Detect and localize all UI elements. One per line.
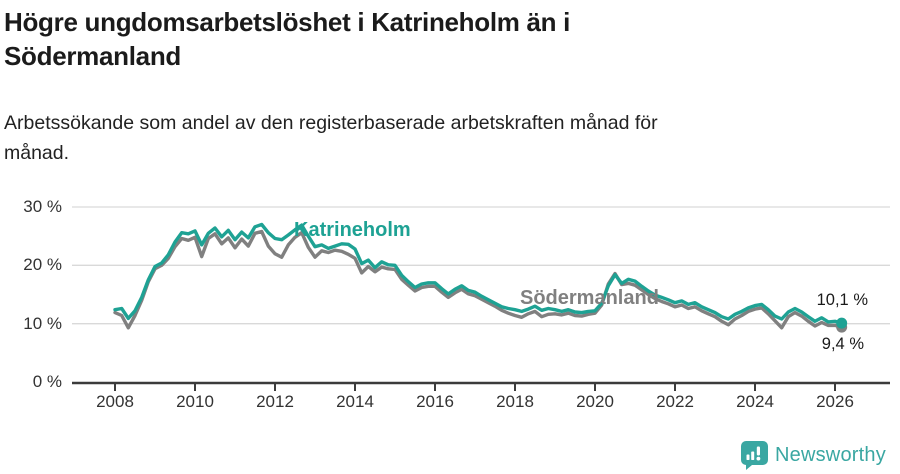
chart-title: Högre ungdomsarbetslöshet i Katrineholm … — [4, 7, 571, 71]
y-axis-label-20: 20 % — [23, 255, 62, 275]
x-axis-label-2024: 2024 — [736, 392, 774, 411]
x-axis-label-2012: 2012 — [256, 392, 294, 411]
chart-subtitle: Arbetssökande som andel av den registerb… — [4, 112, 658, 164]
x-axis-label-2016: 2016 — [416, 392, 454, 411]
y-axis-label-30: 30 % — [23, 197, 62, 216]
series-label-sodermanland: Södermanland — [520, 287, 659, 309]
y-axis-label-10: 10 % — [23, 313, 62, 333]
newsworthy-logo: Newsworthy — [741, 441, 886, 470]
newsworthy-wordmark: Newsworthy — [775, 444, 886, 466]
end-value-sodermanland: 9,4 % — [821, 335, 864, 353]
end-dot-katrineholm — [836, 317, 848, 329]
x-axis-label-2008: 2008 — [96, 392, 134, 411]
line-katrineholm — [113, 222, 844, 325]
x-axis-label-2010: 2010 — [176, 392, 214, 411]
line-södermanland — [113, 229, 844, 330]
x-axis-label-2014: 2014 — [336, 392, 374, 411]
x-axis-label-2018: 2018 — [496, 392, 534, 411]
end-value-katrineholm: 10,1 % — [816, 291, 868, 309]
y-axis-label-0: 0 % — [32, 372, 62, 391]
x-axis-label-2020: 2020 — [576, 392, 614, 411]
series-label-katrineholm: Katrineholm — [294, 219, 411, 241]
x-axis-label-2026: 2026 — [816, 392, 854, 411]
newsworthy-bubble-icon — [741, 441, 768, 470]
x-axis-label-2022: 2022 — [656, 392, 694, 411]
